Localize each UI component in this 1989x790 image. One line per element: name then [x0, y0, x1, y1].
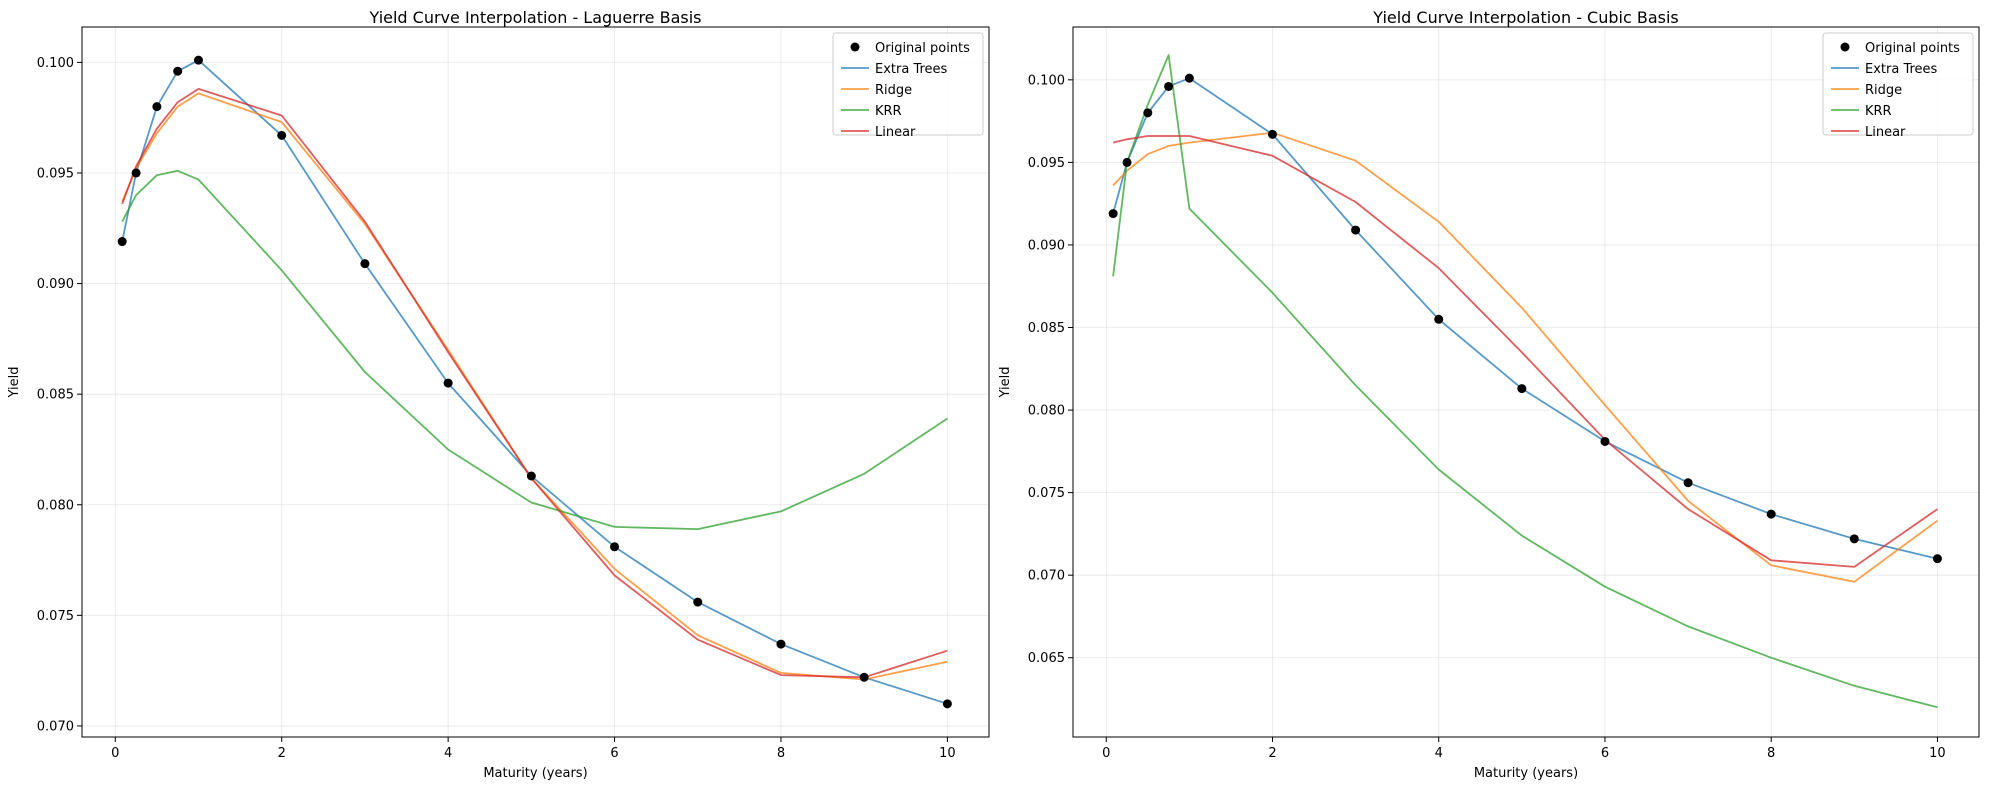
original-point — [1267, 129, 1277, 139]
series-line-krr — [1112, 54, 1938, 709]
original-point — [1184, 73, 1194, 83]
original-point — [1434, 314, 1444, 324]
original-point — [1108, 209, 1118, 219]
series-line-extra-trees — [1112, 77, 1938, 560]
y-tick-label: 0.075 — [37, 609, 74, 624]
y-axis-label: Yield — [7, 367, 22, 399]
original-point — [1351, 225, 1361, 235]
legend: Original points Extra Trees Ridge KRR Linear — [1822, 32, 1974, 140]
legend-label: Extra Trees — [1865, 62, 1938, 77]
x-tick-label: 4 — [444, 746, 452, 761]
original-point — [1683, 478, 1693, 488]
x-tick-label: 4 — [1435, 746, 1443, 761]
y-tick-label: 0.090 — [37, 277, 74, 292]
original-point — [610, 542, 620, 552]
original-point — [942, 699, 952, 709]
y-tick-label: 0.080 — [37, 498, 74, 513]
y-tick-label: 0.095 — [37, 166, 74, 181]
original-point — [443, 378, 453, 388]
original-point — [859, 672, 869, 682]
plot-frame — [1072, 26, 1980, 738]
legend-label: Extra Trees — [875, 62, 948, 77]
legend-label: Linear — [1865, 125, 1906, 140]
x-tick-label: 10 — [1929, 746, 1946, 761]
x-tick-label: 8 — [1767, 746, 1775, 761]
y-tick-label: 0.080 — [1028, 404, 1065, 419]
x-tick-label: 0 — [111, 746, 119, 761]
chart-title: Yield Curve Interpolation - Laguerre Bas… — [368, 8, 701, 27]
original-point — [277, 130, 287, 140]
original-point — [1849, 534, 1859, 544]
original-point — [776, 639, 786, 649]
legend-label: Ridge — [1865, 83, 1902, 98]
legend-marker-original-points — [1840, 42, 1850, 52]
original-point — [173, 66, 183, 76]
legend-label: KRR — [1865, 104, 1892, 119]
legend: Original points Extra Trees Ridge KRR Linear — [832, 32, 984, 140]
original-point — [360, 259, 370, 269]
legend-label: Ridge — [875, 83, 912, 98]
y-axis-label: Yield — [998, 367, 1013, 399]
y-tick-label: 0.070 — [37, 719, 74, 734]
x-tick-label: 6 — [1601, 746, 1609, 761]
x-axis-label: Maturity (years) — [483, 766, 587, 781]
chart-panel-2: 0 2 4 6 8 10 0.065 0.070 0.075 0.080 0.085 0.090 0.0… — [998, 8, 1980, 781]
original-point — [152, 102, 162, 112]
x-tick-label: 0 — [1102, 746, 1110, 761]
chart-panel-1: 0 2 4 6 8 10 0.070 0.075 0.080 0.085 0.090 0.095 0.1… — [7, 8, 990, 781]
chart-title: Yield Curve Interpolation - Cubic Basis — [1372, 8, 1679, 27]
x-tick-label: 2 — [278, 746, 286, 761]
x-tick-label: 10 — [939, 746, 956, 761]
original-point — [693, 597, 703, 607]
original-point — [1517, 384, 1527, 394]
series-line-linear — [121, 88, 948, 679]
series-line-krr — [121, 169, 948, 530]
original-point — [193, 55, 203, 65]
legend-marker-original-points — [850, 42, 860, 52]
legend-box — [1822, 32, 1974, 136]
y-tick-label: 0.085 — [37, 388, 74, 403]
y-tick-label: 0.090 — [1028, 238, 1065, 253]
original-point — [1766, 509, 1776, 519]
legend-label: KRR — [875, 104, 902, 119]
series-line-ridge — [1112, 131, 1938, 583]
original-point — [117, 237, 127, 247]
plot-frame — [81, 26, 990, 738]
legend-label: Original points — [1865, 41, 1960, 56]
series-line-linear — [1112, 135, 1938, 568]
series-line-extra-trees — [121, 59, 948, 705]
x-tick-label: 8 — [777, 746, 785, 761]
original-point — [526, 471, 536, 481]
original-point — [1122, 157, 1132, 167]
original-point — [1143, 108, 1153, 118]
x-axis-label: Maturity (years) — [1474, 766, 1578, 781]
y-tick-label: 0.095 — [1028, 156, 1065, 171]
series-line-ridge — [121, 92, 948, 681]
original-point — [1932, 554, 1942, 564]
original-point — [1600, 436, 1610, 446]
x-tick-label: 2 — [1268, 746, 1276, 761]
legend-label: Original points — [875, 41, 970, 56]
legend-label: Linear — [875, 125, 916, 140]
y-tick-label: 0.100 — [37, 56, 74, 71]
y-tick-label: 0.075 — [1028, 486, 1065, 501]
y-tick-label: 0.065 — [1028, 651, 1065, 666]
legend-box — [832, 32, 984, 136]
y-tick-label: 0.085 — [1028, 321, 1065, 336]
y-tick-label: 0.100 — [1028, 73, 1065, 88]
y-tick-label: 0.070 — [1028, 569, 1065, 584]
original-point — [131, 168, 141, 178]
x-tick-label: 6 — [610, 746, 618, 761]
original-point — [1164, 81, 1174, 91]
